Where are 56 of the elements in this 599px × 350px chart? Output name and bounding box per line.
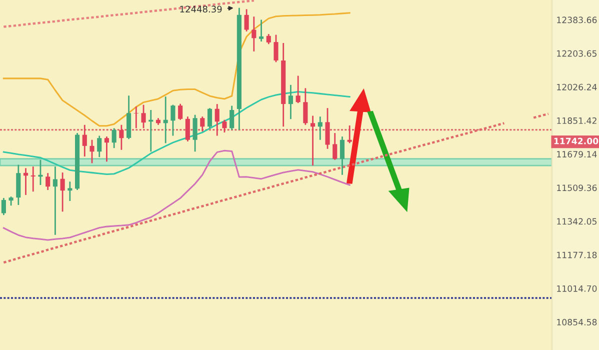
candlestick xyxy=(112,127,116,149)
candlestick xyxy=(170,104,176,136)
line-series xyxy=(2,91,350,176)
candlestick xyxy=(252,16,256,52)
y-tick-label: 11014.70 xyxy=(557,285,597,292)
candlestick xyxy=(185,116,190,142)
candlestick xyxy=(347,124,352,144)
candlestick xyxy=(288,84,293,120)
candlestick xyxy=(274,34,278,63)
candlestick xyxy=(310,115,316,166)
candlestick xyxy=(332,132,338,161)
line-series xyxy=(2,0,256,28)
line-series xyxy=(2,12,350,127)
candlestick xyxy=(207,107,212,129)
candlestick xyxy=(119,124,124,151)
candlestick xyxy=(259,19,264,42)
y-tick-label: 10854.58 xyxy=(557,318,597,326)
y-tick-label: 12383.66 xyxy=(557,16,597,24)
candlestick xyxy=(222,119,227,134)
candlestick xyxy=(1,197,6,216)
candlestick xyxy=(266,33,271,45)
y-tick-label: 11177.18 xyxy=(557,252,597,258)
candlestick xyxy=(200,116,205,132)
candlestick xyxy=(38,159,43,186)
candlestick xyxy=(318,116,322,141)
candlestick xyxy=(30,166,36,192)
candlestick xyxy=(244,8,249,32)
line-series xyxy=(2,150,350,241)
candlestick xyxy=(325,107,330,150)
candlestick xyxy=(192,114,198,152)
candlestick xyxy=(52,166,58,236)
y-tick-label: 12026.24 xyxy=(557,84,597,90)
candlestick xyxy=(104,136,109,162)
candlestick xyxy=(214,103,220,136)
candlestick xyxy=(178,103,183,121)
candlestick xyxy=(97,135,102,158)
candlestick xyxy=(340,136,345,176)
candlestick xyxy=(163,96,168,144)
y-tick-label: 11851.42 xyxy=(557,117,596,124)
text: 11742.00 xyxy=(554,138,598,144)
candlestick xyxy=(82,124,87,158)
y-tick-label: 12203.65 xyxy=(557,50,597,57)
candlestick xyxy=(8,196,14,206)
candlestick xyxy=(296,75,300,104)
candlestick xyxy=(60,172,65,212)
candlestick xyxy=(230,105,234,131)
candlestick xyxy=(134,106,138,129)
y-tick-label: 11509.36 xyxy=(557,184,597,192)
y-tick-label: 11679.14 xyxy=(557,151,597,158)
candlestick xyxy=(46,172,50,191)
y-tick-label: 11342.05 xyxy=(557,218,597,225)
candlestick xyxy=(303,87,308,126)
candlestick xyxy=(90,139,94,164)
annotation: 12448.39 xyxy=(180,6,222,13)
candlestick xyxy=(141,104,146,129)
candlestick xyxy=(68,180,72,202)
